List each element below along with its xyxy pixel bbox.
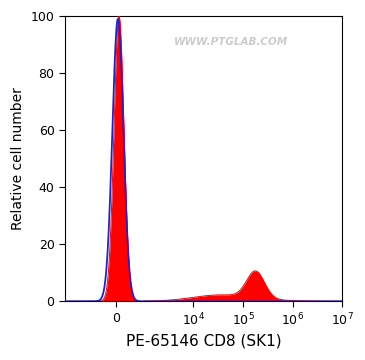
X-axis label: PE-65146 CD8 (SK1): PE-65146 CD8 (SK1) xyxy=(126,334,281,349)
Text: WWW.PTGLAB.COM: WWW.PTGLAB.COM xyxy=(174,37,289,47)
Y-axis label: Relative cell number: Relative cell number xyxy=(11,87,25,230)
